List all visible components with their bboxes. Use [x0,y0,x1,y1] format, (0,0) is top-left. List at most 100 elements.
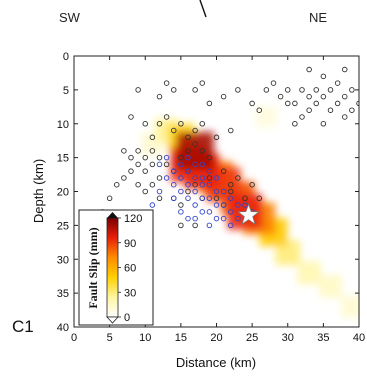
event-marker [313,100,320,107]
event-marker [270,80,277,86]
event-marker [285,87,291,93]
colorbar-ticks: 0 30 60 90 120 [118,213,142,324]
event-marker [178,120,184,127]
event-marker [235,87,241,93]
event-marker [142,188,148,195]
event-marker [299,87,305,93]
colorbar-tick-label: 60 [124,263,136,275]
y-tick-label: 40 [57,322,69,334]
event-marker [170,195,177,202]
event-marker [135,161,141,168]
event-marker [206,175,213,181]
event-marker [192,181,198,188]
event-marker [206,222,213,229]
event-marker [313,87,320,93]
event-marker [178,222,184,229]
slip-patch [340,295,359,318]
colorbar-tick-label: 30 [124,287,136,299]
event-marker [128,154,134,161]
colorbar-top-triangle [107,212,118,218]
y-tick-label: 5 [63,85,69,97]
y-axis-label: Depth (km) [31,159,46,223]
event-marker [142,120,148,127]
slip-patch [297,261,321,285]
event-marker [185,181,191,188]
event-marker [185,188,191,195]
event-marker [242,195,248,202]
colorbar-label: Fault Slip (mm) [86,227,100,308]
x-tick-label: 0 [71,332,77,344]
event-marker [213,175,220,181]
event-marker [199,148,205,154]
event-marker [192,202,198,208]
event-marker [185,154,191,161]
x-tick-label: 20 [210,332,222,344]
event-marker [213,134,220,141]
x-tick-label: 5 [107,332,113,344]
colorbar-legend: Fault Slip (mm) 0 30 60 90 120 [78,209,154,326]
event-markers [92,66,359,229]
event-marker [192,87,198,93]
event-marker [199,80,205,86]
y-tick-label: 35 [57,288,69,300]
event-marker [263,87,270,93]
event-marker [249,100,255,107]
event-marker [213,215,220,222]
event-marker [227,188,234,195]
event-marker [213,195,220,202]
event-marker [199,120,205,127]
event-marker [242,202,248,208]
event-marker [342,66,348,73]
event-marker [170,181,177,188]
event-marker [113,181,120,188]
x-tick-label: 40 [353,332,365,344]
event-marker [178,161,184,168]
event-marker [320,73,327,80]
event-marker [156,93,163,100]
mainshock-star [236,203,261,226]
event-marker [356,100,359,107]
direction-left-label: SW [59,10,81,25]
event-marker [156,175,163,181]
colorbar-bottom-triangle [106,316,119,324]
event-marker [156,120,163,127]
event-marker [185,168,191,174]
event-marker [128,114,134,120]
event-marker [320,93,327,100]
event-marker [185,148,191,154]
event-marker [213,202,220,208]
event-marker [220,202,227,208]
event-marker [306,66,312,73]
event-marker [192,215,198,222]
event-marker [285,100,291,107]
event-marker [256,107,263,113]
event-marker [128,168,134,174]
event-marker [149,181,156,188]
event-marker [334,100,341,107]
event-marker [163,154,170,161]
y-axis: 0 5 10 15 20 25 30 35 40 [57,51,359,334]
event-marker [192,141,198,147]
event-marker [299,114,305,120]
event-marker [156,188,163,195]
event-marker [306,93,312,100]
event-marker [220,93,227,100]
event-marker [142,154,148,161]
event-marker [249,181,255,188]
event-marker [206,154,213,161]
event-marker [235,202,241,208]
event-marker [277,93,284,100]
event-marker [327,107,334,113]
event-marker [163,114,170,120]
event-marker [342,114,348,120]
event-marker [185,195,191,202]
event-marker [206,181,213,188]
event-marker [199,175,205,181]
direction-right-label: NE [309,10,327,25]
event-marker [199,161,205,168]
event-marker [220,168,227,174]
y-tick-label: 0 [63,51,69,63]
y-tick-label: 15 [57,153,69,165]
event-marker [306,107,312,113]
